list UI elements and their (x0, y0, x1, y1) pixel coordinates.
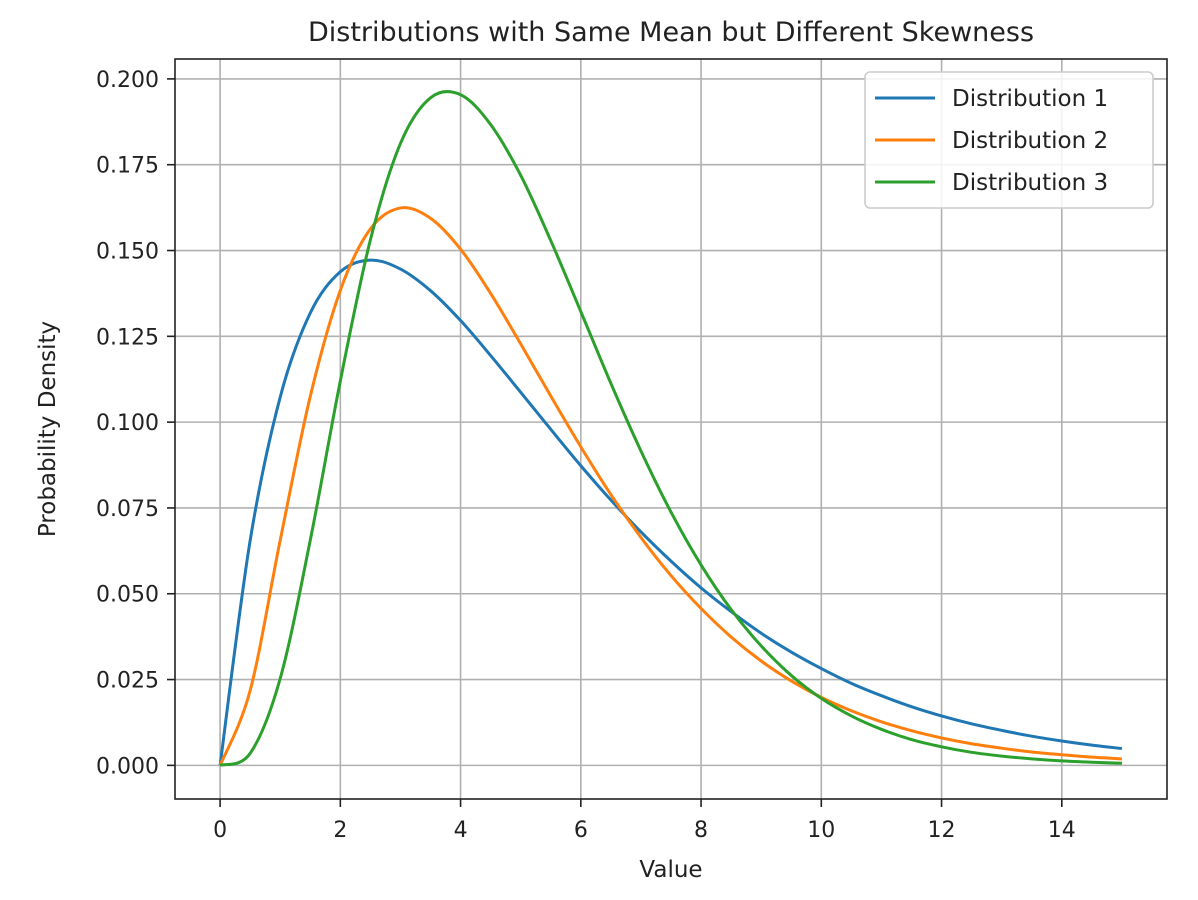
series-line-3 (219, 90, 1122, 767)
y-tick-label: 0.125 (96, 325, 159, 350)
y-tick-label: 0.025 (96, 669, 159, 694)
legend-label-2: Distribution 2 (952, 128, 1108, 154)
series-line-1 (218, 258, 1123, 766)
y-tick-label: 0.200 (96, 68, 159, 93)
legend-label-1: Distribution 1 (952, 86, 1108, 112)
y-axis-ticks: 0.000 0.025 0.050 0.075 0.100 0.125 0.150 0.175… (96, 68, 175, 779)
series-line-2 (218, 206, 1122, 766)
legend: Distribution 1 Distribution 2 Distribution… (864, 71, 1154, 209)
plot-frame (174, 58, 1168, 800)
x-tick-label: 14 (1048, 818, 1076, 843)
y-axis-label: Probability Density (35, 321, 61, 537)
legend-box (864, 71, 1154, 209)
x-tick-label: 0 (213, 818, 227, 843)
x-axis-label: Value (639, 857, 702, 883)
series-lines (218, 90, 1123, 767)
x-tick-label: 12 (928, 818, 956, 843)
y-tick-label: 0.050 (96, 583, 159, 608)
x-tick-label: 2 (333, 818, 347, 843)
x-tick-label: 8 (694, 818, 708, 843)
y-tick-label: 0.000 (96, 754, 159, 779)
chart-title: Distributions with Same Mean but Differe… (308, 17, 1034, 48)
x-tick-label: 4 (454, 818, 468, 843)
legend-label-3: Distribution 3 (952, 170, 1108, 196)
y-tick-label: 0.175 (96, 154, 159, 179)
y-tick-label: 0.100 (96, 411, 159, 436)
x-tick-label: 10 (807, 818, 835, 843)
y-tick-label: 0.150 (96, 240, 159, 265)
x-tick-label: 6 (574, 818, 588, 843)
y-tick-label: 0.075 (96, 497, 159, 522)
x-axis-ticks: 0 2 4 6 8 10 12 14 (213, 799, 1076, 843)
